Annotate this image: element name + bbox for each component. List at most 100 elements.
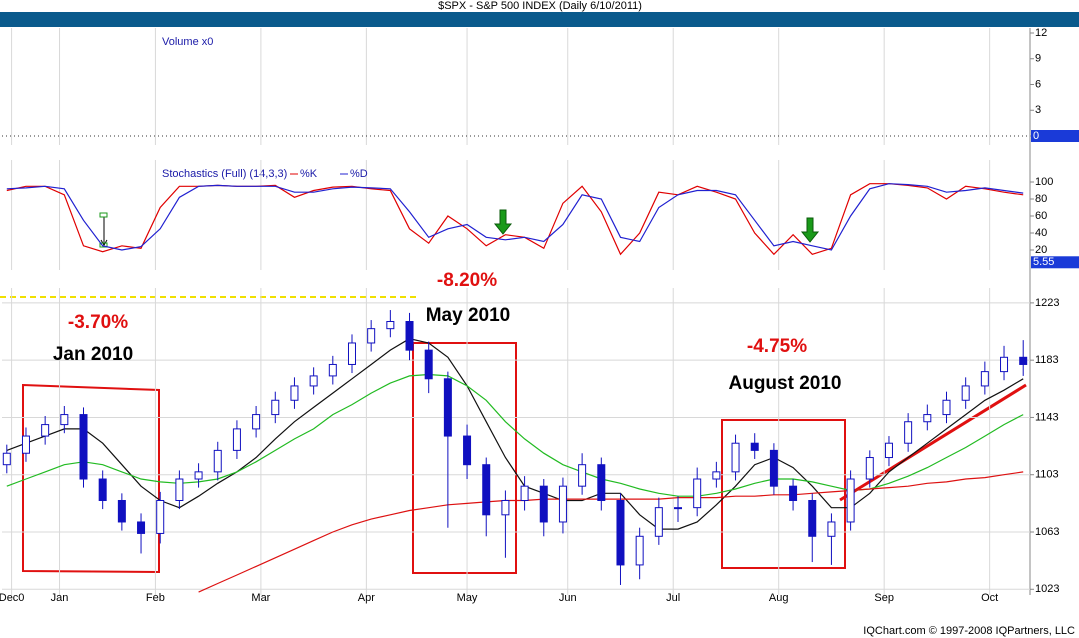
y-tick-label: 1143 (1035, 411, 1059, 423)
candle-body (482, 464, 491, 516)
marker (100, 217, 108, 246)
candle-body (674, 507, 683, 510)
y-tick-label: 1223 (1035, 297, 1059, 309)
x-tick-label: Sep (874, 592, 894, 604)
candle-body (463, 435, 472, 466)
candle-body (539, 485, 548, 523)
trend-line (839, 383, 1027, 502)
last-value-box (1031, 256, 1079, 269)
candle-body (443, 378, 452, 437)
candle-body (789, 485, 798, 501)
candle-body (60, 414, 69, 426)
candle-body (846, 478, 855, 523)
candle-body (712, 471, 721, 480)
candle-body (769, 449, 778, 487)
x-tick-label: Aug (769, 592, 789, 604)
y-tick-label: 9 (1035, 53, 1041, 65)
candle-body (386, 321, 395, 330)
candle-body (693, 478, 702, 509)
y-tick-label: 40 (1035, 227, 1047, 239)
stoch-arrows (99, 209, 820, 248)
may-box (412, 342, 517, 574)
candle-body (41, 424, 50, 437)
arrow (493, 209, 513, 235)
annotation: -3.70% (68, 312, 128, 333)
arrow (800, 217, 820, 243)
last-value: 0 (1033, 130, 1039, 142)
candle-body (175, 478, 184, 501)
y-tick-label: 6 (1035, 78, 1041, 90)
x-tick-label: May (457, 592, 478, 604)
x-tick-label: Feb (146, 592, 165, 604)
annotation: August 2010 (729, 373, 842, 394)
last-value: 5.55 (1033, 256, 1054, 268)
candle-body (328, 363, 337, 377)
candle-body (232, 428, 241, 451)
stoch-line (6, 183, 1024, 251)
candle-body (558, 485, 567, 523)
candle-body (731, 442, 740, 473)
candle-body (980, 371, 989, 387)
candle-body (865, 457, 874, 480)
candle-body (578, 464, 587, 487)
y-tick-label: 80 (1035, 193, 1047, 205)
candle-body (750, 442, 759, 451)
x-tick-label: Jul (666, 592, 680, 604)
candle-body (1000, 356, 1009, 373)
stochastics-title: Stochastics (Full) (14,3,3) (162, 168, 287, 180)
candle-body (347, 342, 356, 365)
y-tick-label: 12 (1035, 27, 1047, 39)
annotation: Jan 2010 (53, 344, 133, 365)
candle-body (2, 452, 11, 466)
y-tick-label: 100 (1035, 176, 1053, 188)
candle-body (309, 375, 318, 387)
candle-body (424, 349, 433, 380)
annotation: -8.20% (437, 270, 497, 291)
legend-label: %K (300, 168, 318, 180)
candle-body (597, 464, 606, 501)
candle-body (21, 435, 30, 454)
aug-box (721, 419, 846, 569)
candle-body (271, 399, 280, 416)
y-tick-label: 1183 (1035, 354, 1059, 366)
candle-body (367, 328, 376, 344)
annotation: May 2010 (426, 305, 511, 326)
candle-body (923, 414, 932, 423)
y-tick-label: 60 (1035, 210, 1047, 222)
marker (99, 212, 108, 218)
candle-body (290, 385, 299, 401)
candle-body (827, 521, 836, 537)
chart-title: $SPX - S&P 500 INDEX (Daily 6/10/2011) (438, 0, 642, 12)
candle-body (194, 471, 203, 480)
y-tick-label: 20 (1035, 244, 1047, 256)
candle-body (156, 499, 165, 534)
candle-body (501, 499, 510, 516)
candle-body (635, 535, 644, 566)
last-value-box (1031, 130, 1079, 142)
y-tick-label: 3 (1035, 104, 1041, 116)
title-bar (0, 12, 1079, 27)
candle-body (808, 499, 817, 537)
candle-body (213, 449, 222, 473)
y-tick-label: 1063 (1035, 526, 1059, 538)
footer: IQChart.com © 1997-2008 IQPartners, LLC (863, 625, 1075, 637)
y-tick-label: 1023 (1035, 583, 1059, 595)
jan-box (22, 383, 160, 574)
x-tick-label: Jan (51, 592, 69, 604)
moving-average (198, 471, 1024, 593)
stoch-line (6, 183, 1024, 256)
candle-body (117, 499, 126, 523)
candle-body (405, 321, 414, 351)
marker (99, 242, 108, 248)
candle-body (904, 421, 913, 444)
candle-body (654, 507, 663, 537)
candle-body (79, 414, 88, 480)
annotation-boxes (22, 342, 1027, 574)
volume-title: Volume x0 (162, 36, 213, 48)
x-tick-label: Dec0 (0, 592, 24, 604)
candle-body (616, 499, 625, 566)
candle-body (942, 399, 951, 416)
annotation: -4.75% (747, 336, 807, 357)
candle-body (961, 385, 970, 401)
